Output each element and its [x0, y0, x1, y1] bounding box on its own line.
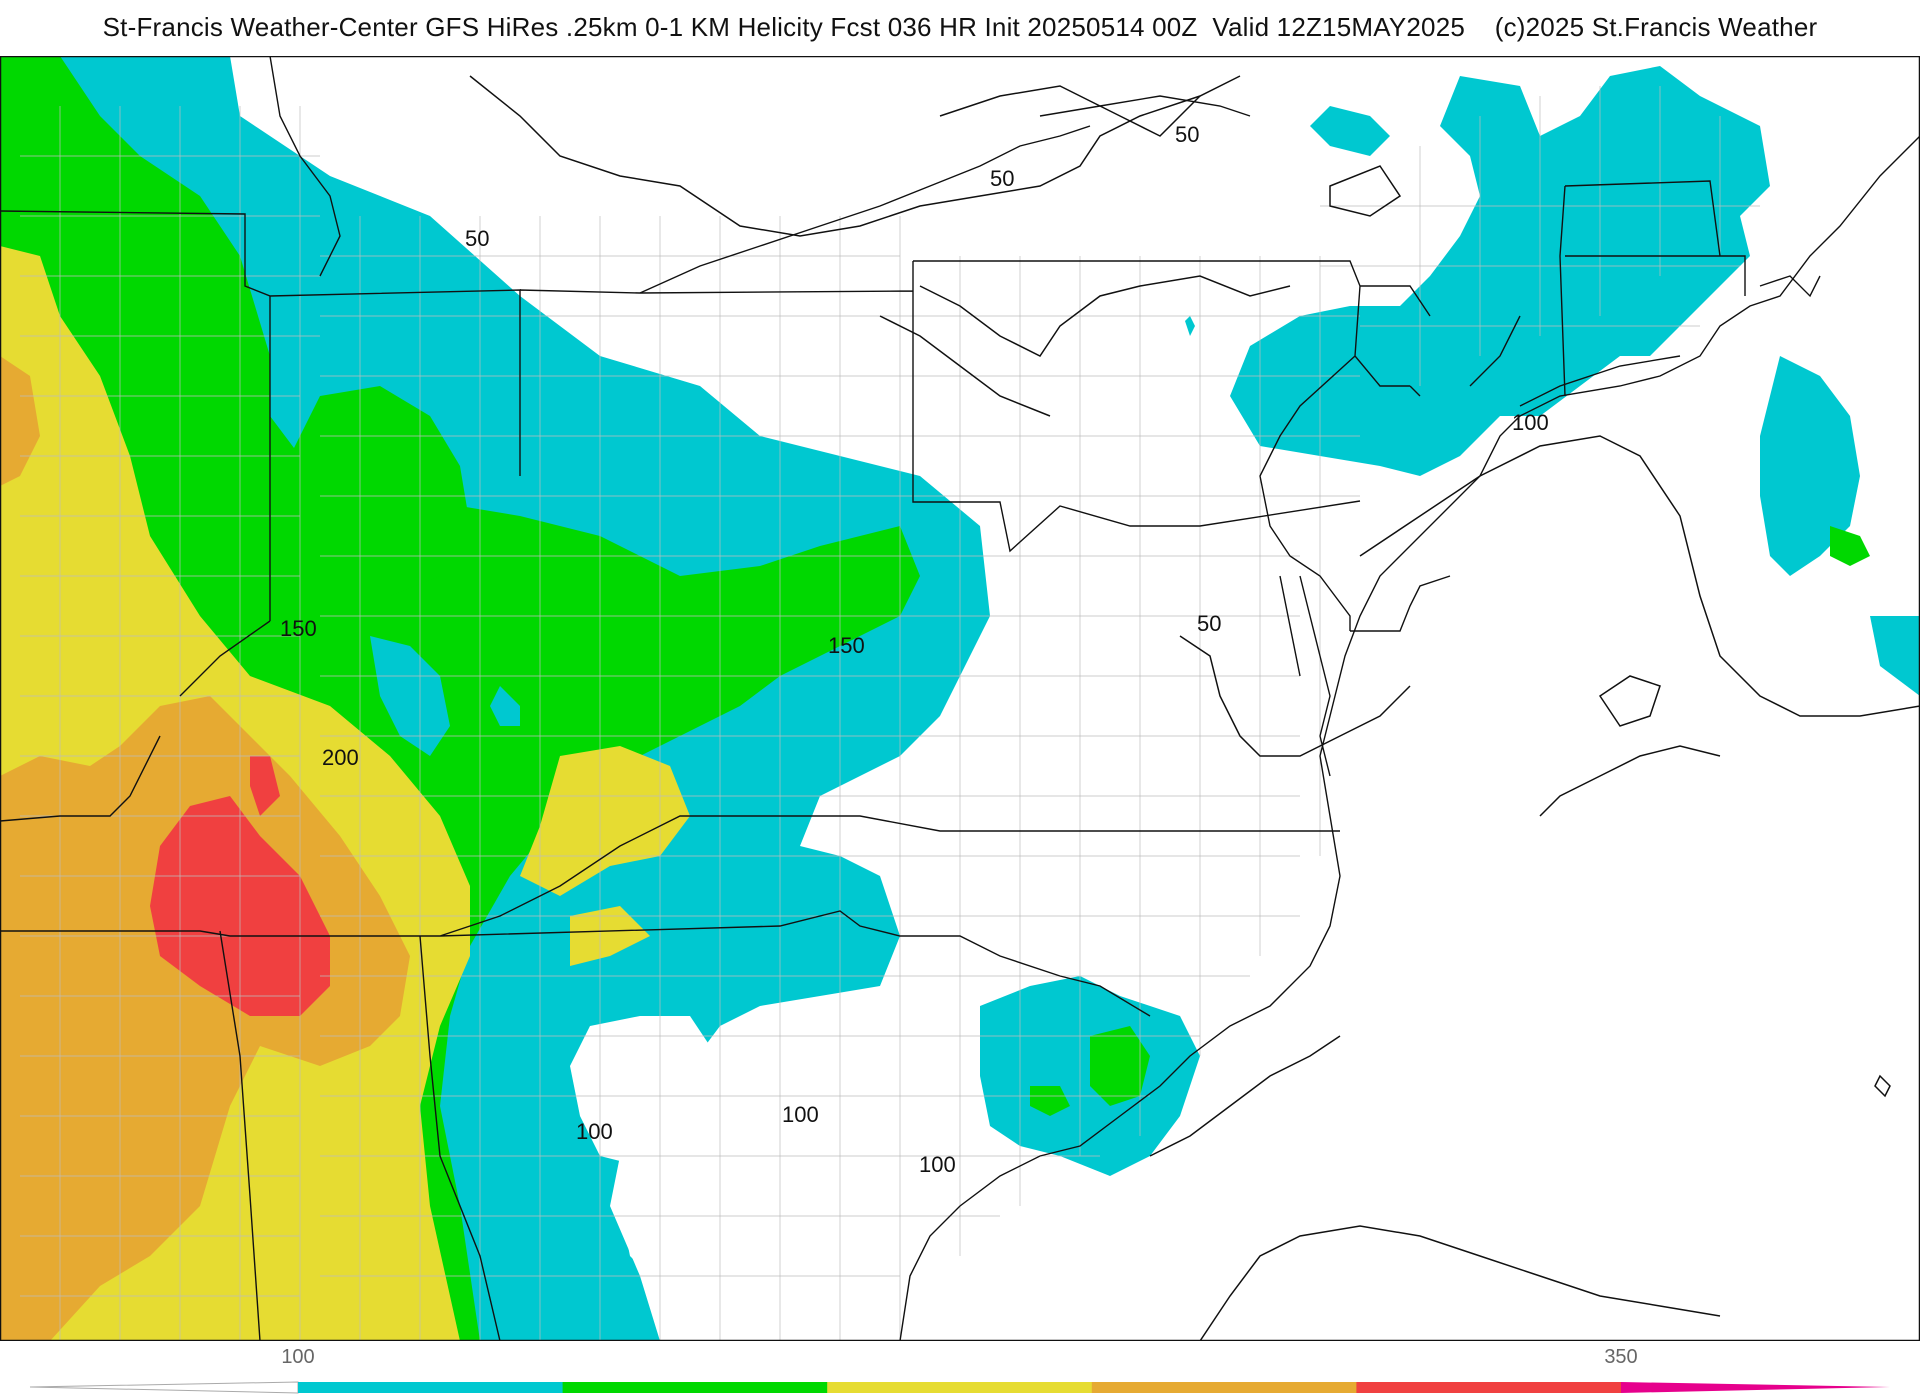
colorbar-segment — [298, 1382, 564, 1393]
colorbar-right-arrow — [1621, 1382, 1890, 1393]
green-offshore — [1830, 526, 1870, 566]
cyan-offshore — [1760, 356, 1860, 576]
cyan-northeast — [1230, 66, 1770, 476]
contour-50-va — [1179, 635, 1411, 757]
contour-label: 50 — [465, 226, 489, 251]
contour-label: 50 — [1197, 611, 1221, 636]
colorbar: 100 350 — [29, 1346, 1890, 1394]
county-grid — [20, 86, 1760, 1341]
contour-50-ontario — [939, 85, 1201, 137]
great-lakes-erie — [639, 125, 1091, 294]
contour-label: 100 — [782, 1102, 819, 1127]
colorbar-segment — [827, 1382, 1093, 1393]
white-hole-carolina — [570, 1016, 710, 1166]
colorbar-tick-label: 100 — [281, 1346, 314, 1368]
contour-label: 150 — [828, 633, 865, 658]
coastline — [269, 56, 1920, 1341]
contour-50-pa-2 — [879, 315, 1051, 417]
green-carolina-2 — [1030, 1086, 1070, 1116]
colorbar-tick-label: 350 — [1604, 1346, 1637, 1368]
white-hole-georgia — [620, 1196, 740, 1296]
contour-small-3 — [1329, 165, 1402, 217]
green-carolina — [1090, 1026, 1150, 1106]
orange-band — [0, 356, 40, 486]
colorbar-left-arrow — [29, 1381, 299, 1394]
long-island — [1519, 355, 1681, 407]
colorbar-segment — [1091, 1382, 1357, 1393]
yellow-blob-small — [570, 906, 650, 966]
cyan-hole-1 — [370, 636, 450, 756]
cyan-offshore-2 — [1870, 616, 1920, 696]
contour-100-offshore-2 — [1539, 745, 1721, 817]
contour-label: 50 — [1175, 122, 1199, 147]
contour-100-se-2 — [1199, 1225, 1721, 1341]
great-lakes-ontario — [1039, 95, 1251, 117]
contour-lines — [469, 75, 1920, 1341]
cape-cod — [1759, 275, 1821, 298]
contour-label: 100 — [919, 1152, 956, 1177]
contour-label: 50 — [990, 166, 1014, 191]
yellow-blob-kentucky — [520, 746, 690, 896]
state-lines — [0, 180, 1746, 1341]
coast-line — [899, 135, 1920, 1341]
contour-label-group: 50 50 50 50 100 100 100 100 150 150 200 — [280, 122, 1549, 1177]
contour-50-pa — [919, 275, 1291, 357]
helicity-map: 50 50 50 50 100 100 100 100 150 150 200 — [0, 56, 1920, 1341]
green-blob-indiana — [290, 386, 470, 596]
map-title: St-Francis Weather-Center GFS HiRes .25k… — [102, 12, 1818, 42]
contour-label: 100 — [1512, 410, 1549, 435]
cyan-hole-2 — [490, 686, 520, 726]
shaded-helicity — [0, 56, 1920, 1341]
chesapeake — [1279, 575, 1331, 777]
contour-label: 200 — [322, 745, 359, 770]
contour-small-1 — [1598, 675, 1661, 727]
colorbar-segment — [562, 1382, 828, 1393]
colorbar-segments — [298, 1382, 1622, 1393]
contour-small-2 — [1874, 1074, 1891, 1098]
state-borders — [0, 180, 1746, 1341]
contour-100-se — [1149, 1035, 1341, 1157]
orange-band-main — [0, 696, 410, 1341]
lake-michigan — [269, 56, 341, 277]
cyan-ne-small — [1310, 106, 1390, 156]
contour-label: 100 — [576, 1119, 613, 1144]
red-small — [250, 756, 280, 816]
contour-50-north — [469, 75, 1241, 237]
cyan-dot-ohio — [1185, 316, 1195, 336]
county-lines — [20, 86, 1760, 1341]
contour-100-offshore — [1359, 435, 1920, 717]
contour-label: 150 — [280, 616, 317, 641]
colorbar-segment — [1356, 1382, 1622, 1393]
